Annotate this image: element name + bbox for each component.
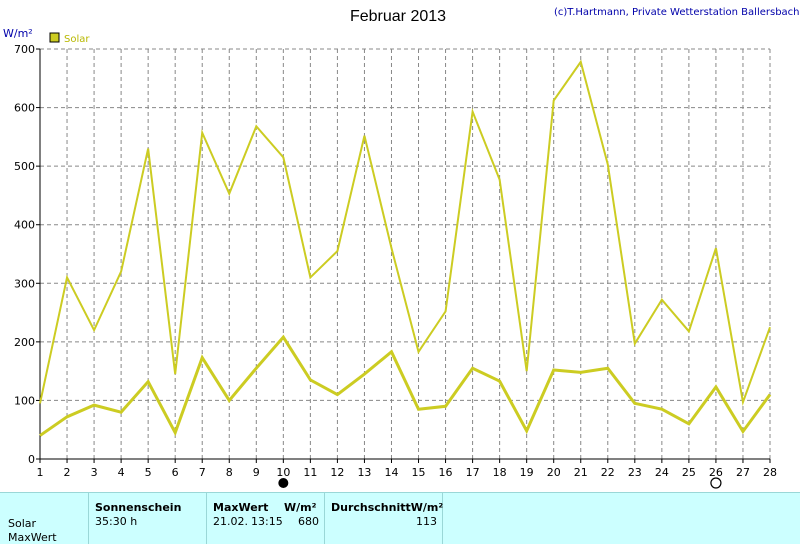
y-tick-label: 700 — [14, 43, 35, 56]
x-tick-label: 8 — [226, 466, 233, 479]
summary-panel: Sonnenschein MaxWert W/m² DurchschnittW/… — [0, 492, 800, 544]
y-tick-label: 500 — [14, 160, 35, 173]
x-tick-label: 12 — [330, 466, 344, 479]
average-header: DurchschnittW/m² — [331, 501, 444, 514]
x-tick-label: 22 — [601, 466, 615, 479]
x-tick-label: 27 — [736, 466, 750, 479]
x-tick-label: 18 — [493, 466, 507, 479]
series-line-average — [39, 334, 772, 437]
x-tick-label: 3 — [91, 466, 98, 479]
y-tick-label: 300 — [14, 277, 35, 290]
max-time: 13:15 — [251, 515, 283, 528]
x-tick-label: 19 — [520, 466, 534, 479]
divider — [206, 493, 207, 544]
divider — [88, 493, 89, 544]
moon-markers — [278, 477, 722, 489]
x-tick-label: 21 — [574, 466, 588, 479]
divider — [442, 493, 443, 544]
x-tick-label: 16 — [439, 466, 453, 479]
average-value: 113 — [416, 515, 437, 528]
x-tick-labels: 1 2 3 4 5 6 7 8 9 10 11 12 13 14 15 16 17 18 19 20 21 22 23 24 2… — [37, 466, 778, 479]
x-tick-label: 11 — [303, 466, 317, 479]
y-tick-label: 200 — [14, 336, 35, 349]
row-label-maxwert: MaxWert — [8, 531, 57, 544]
x-tick-label: 28 — [763, 466, 777, 479]
credit-text: (c)T.Hartmann, Private Wetterstation Bal… — [554, 7, 800, 18]
full-moon-icon — [710, 477, 722, 489]
sunshine-value: 35:30 h — [95, 515, 138, 528]
series-lines — [39, 59, 772, 437]
x-tick-label: 6 — [172, 466, 179, 479]
x-tick-label: 17 — [466, 466, 480, 479]
y-tick-labels: 0 100 200 300 400 500 600 700 — [14, 43, 35, 466]
y-tick-label: 100 — [14, 394, 35, 407]
chart-title: Februar 2013 — [350, 8, 446, 25]
legend-label: Solar — [64, 34, 90, 45]
sunshine-header: Sonnenschein — [95, 501, 182, 514]
new-moon-icon — [278, 478, 289, 488]
x-tick-label: 1 — [37, 466, 44, 479]
legend: Solar — [49, 32, 90, 45]
row-label-solar: Solar — [8, 517, 37, 530]
x-tick-label: 24 — [655, 466, 669, 479]
x-tick-label: 20 — [547, 466, 561, 479]
y-tick-label: 0 — [28, 453, 35, 466]
x-tick-label: 14 — [384, 466, 398, 479]
x-tick-label: 9 — [253, 466, 260, 479]
x-tick-label: 26 — [709, 466, 723, 479]
y-axis-unit: W/m² — [3, 27, 33, 40]
solar-chart: Februar 2013 (c)T.Hartmann, Private Wett… — [3, 7, 800, 489]
legend-swatch — [49, 32, 60, 43]
max-header: MaxWert — [213, 501, 269, 514]
x-tick-label: 13 — [357, 466, 371, 479]
x-tick-label: 15 — [412, 466, 426, 479]
x-tick-label: 4 — [118, 466, 125, 479]
x-tick-label: 7 — [199, 466, 206, 479]
max-unit-header: W/m² — [284, 501, 317, 514]
max-date: 21.02. — [213, 515, 248, 528]
x-tick-label: 10 — [276, 466, 290, 479]
max-value: 680 — [298, 515, 319, 528]
x-tick-label: 25 — [682, 466, 696, 479]
x-tick-label: 23 — [628, 466, 642, 479]
divider — [324, 493, 325, 544]
series-line-max — [39, 59, 771, 407]
grid — [40, 48, 771, 459]
y-tick-label: 600 — [14, 102, 35, 115]
x-tick-label: 5 — [145, 466, 152, 479]
x-tick-label: 2 — [64, 466, 71, 479]
axes — [36, 48, 771, 463]
y-tick-label: 400 — [14, 219, 35, 232]
